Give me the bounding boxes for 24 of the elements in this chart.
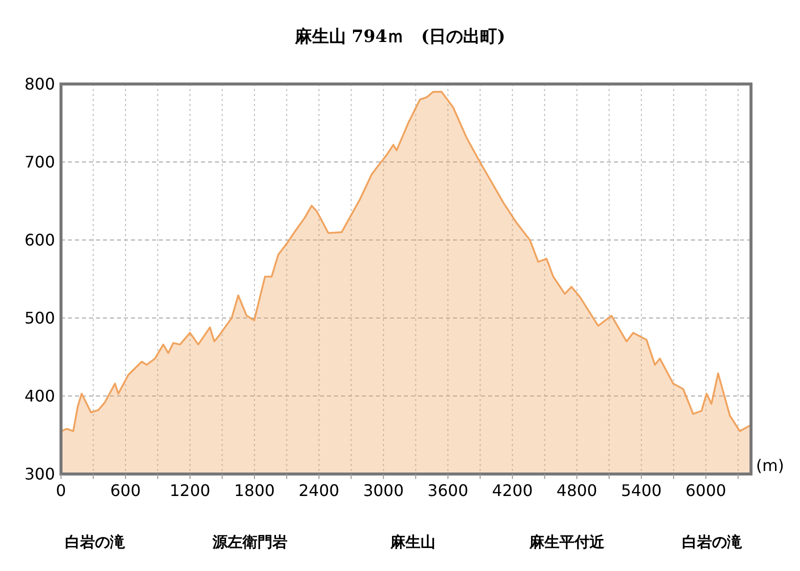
chart-title: 麻生山 794ｍ (日の出町) bbox=[294, 27, 506, 47]
x-tick-label: 1200 bbox=[170, 481, 210, 500]
x-tick-label: 3000 bbox=[363, 481, 404, 500]
text: 源左衛門岩 bbox=[212, 533, 288, 551]
text: 麻生山 bbox=[390, 533, 436, 551]
x-tick-label: 4800 bbox=[556, 481, 598, 500]
x-tick-label: 600 bbox=[110, 481, 141, 500]
text: 白岩の滝 bbox=[682, 533, 743, 551]
x-axis-title: (m) bbox=[756, 456, 784, 475]
x-tick-label: 1800 bbox=[234, 481, 275, 500]
y-tick-label: 700 bbox=[24, 152, 55, 172]
text: 麻生平付近 bbox=[528, 533, 606, 551]
y-tick-label: 500 bbox=[24, 308, 55, 328]
x-tick-label: 4200 bbox=[492, 481, 533, 500]
text: 白岩の滝 bbox=[65, 533, 126, 551]
y-tick-label: 800 bbox=[24, 74, 55, 94]
x-tick-label: 3600 bbox=[428, 481, 468, 500]
y-tick-label: 300 bbox=[24, 464, 55, 484]
x-tick-label: 0 bbox=[56, 481, 66, 500]
x-tick-label: 2400 bbox=[298, 481, 340, 500]
x-tick-label: 5400 bbox=[621, 481, 662, 500]
x-tick-label: 6000 bbox=[686, 481, 726, 500]
y-tick-label: 600 bbox=[24, 230, 55, 250]
y-tick-label: 400 bbox=[24, 386, 55, 406]
